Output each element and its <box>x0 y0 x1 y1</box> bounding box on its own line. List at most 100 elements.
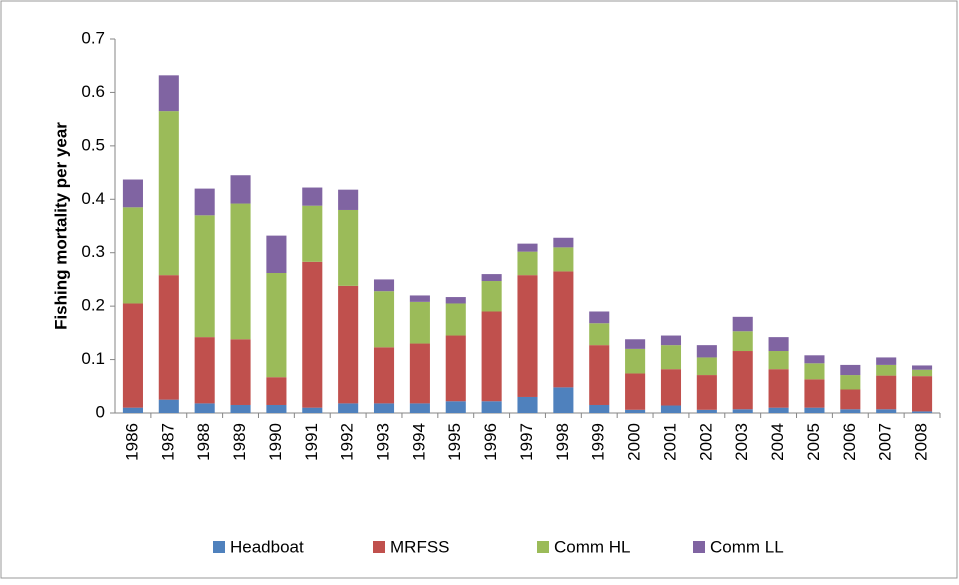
y-tick-label: 0.7 <box>81 28 105 47</box>
y-tick-label: 0.1 <box>81 349 105 368</box>
x-tick-label: 2002 <box>696 423 715 461</box>
x-tick-label: 1987 <box>158 423 177 461</box>
bar-segment <box>373 291 395 348</box>
bar-segment <box>122 179 143 208</box>
legend-swatch <box>373 541 385 553</box>
x-tick-label: 1992 <box>338 423 357 461</box>
bar-segment <box>409 295 430 302</box>
bar-segment <box>660 405 682 413</box>
x-tick-label: 2008 <box>912 423 931 461</box>
bar-segment <box>876 364 897 376</box>
bar-segment <box>732 316 753 332</box>
bar-segment <box>445 303 466 336</box>
bar-segment <box>732 409 753 413</box>
bar-segment <box>625 339 646 349</box>
y-tick-label: 0.4 <box>81 189 105 208</box>
bar-segment <box>553 247 574 272</box>
bar-segment <box>912 369 933 377</box>
y-tick-label: 0.6 <box>81 82 105 101</box>
bar-segment <box>840 389 861 410</box>
bar-segment <box>589 404 610 413</box>
bar-segment <box>768 337 789 352</box>
bar-segment <box>122 207 143 304</box>
x-tick-label: 2003 <box>732 423 751 461</box>
bar-segment <box>660 335 682 346</box>
bar-segment <box>481 311 502 402</box>
bar-segment <box>230 203 251 340</box>
bar-segment <box>409 343 430 404</box>
bar-segment <box>840 409 861 413</box>
x-tick-label: 1998 <box>553 423 572 461</box>
y-tick-label: 0.5 <box>81 135 105 154</box>
bar-segment <box>481 281 502 312</box>
legend-label: Comm LL <box>710 537 784 556</box>
bar-segment <box>732 331 753 352</box>
x-tick-label: 1986 <box>122 423 141 461</box>
bar-segment <box>517 243 538 252</box>
y-tick-label: 0 <box>96 402 105 421</box>
x-tick-label: 2005 <box>804 423 823 461</box>
bar-segment <box>696 409 717 413</box>
bar-segment <box>912 365 933 370</box>
legend-label: MRFSS <box>390 537 450 556</box>
bar-segment <box>625 373 646 410</box>
bar-segment <box>445 297 466 304</box>
bar-segment <box>625 409 646 413</box>
bar-segment <box>230 339 251 405</box>
x-tick-label: 1996 <box>481 423 500 461</box>
bar-segment <box>768 407 789 413</box>
bar-segment <box>589 345 610 405</box>
bar-segment <box>373 403 395 413</box>
bar-segment <box>840 364 861 376</box>
x-tick-label: 1994 <box>409 423 428 461</box>
y-axis-label: Fishing mortality per year <box>51 122 70 330</box>
bar-segment <box>517 275 538 397</box>
x-tick-label: 1997 <box>517 423 536 461</box>
bar-segment <box>266 404 287 413</box>
bar-segment <box>804 407 825 413</box>
bar-segment <box>768 369 789 408</box>
bar-segment <box>445 401 466 413</box>
bar-segment <box>553 387 574 413</box>
bar-segment <box>158 399 179 413</box>
bar-segment <box>409 403 430 413</box>
bar-segment <box>912 411 933 413</box>
bar-segment <box>732 351 753 410</box>
x-tick-label: 1995 <box>445 423 464 461</box>
bar-segment <box>625 348 646 374</box>
x-tick-label: 1990 <box>266 423 285 461</box>
bar-segment <box>804 363 825 380</box>
bar-segment <box>302 407 323 413</box>
bar-segment <box>696 375 717 410</box>
bar-segment <box>553 271 574 388</box>
x-tick-label: 2000 <box>625 423 644 461</box>
bar-segment <box>660 369 682 406</box>
x-tick-label: 1999 <box>589 423 608 461</box>
bar-segment <box>481 274 502 282</box>
bar-segment <box>302 261 323 408</box>
bar-segment <box>230 404 251 413</box>
y-tick-label: 0.3 <box>81 242 105 261</box>
bar-segment <box>338 403 359 413</box>
bar-segment <box>302 187 323 206</box>
x-tick-label: 1988 <box>194 423 213 461</box>
legend-swatch <box>537 541 549 553</box>
bar-segment <box>876 375 897 410</box>
bar-segment <box>445 335 466 402</box>
bar-segment <box>266 235 287 274</box>
x-tick-label: 2006 <box>840 423 859 461</box>
bar-segment <box>912 376 933 412</box>
x-tick-label: 1989 <box>230 423 249 461</box>
bar-segment <box>338 209 359 286</box>
bar-segment <box>876 357 897 365</box>
x-tick-label: 1993 <box>374 423 393 461</box>
bar-segment <box>696 357 717 376</box>
bar-segment <box>517 396 538 413</box>
bar-segment <box>589 311 610 324</box>
legend-label: Headboat <box>230 537 304 556</box>
bar-segment <box>804 379 825 408</box>
bar-segment <box>696 345 717 358</box>
bar-segment <box>194 188 215 216</box>
